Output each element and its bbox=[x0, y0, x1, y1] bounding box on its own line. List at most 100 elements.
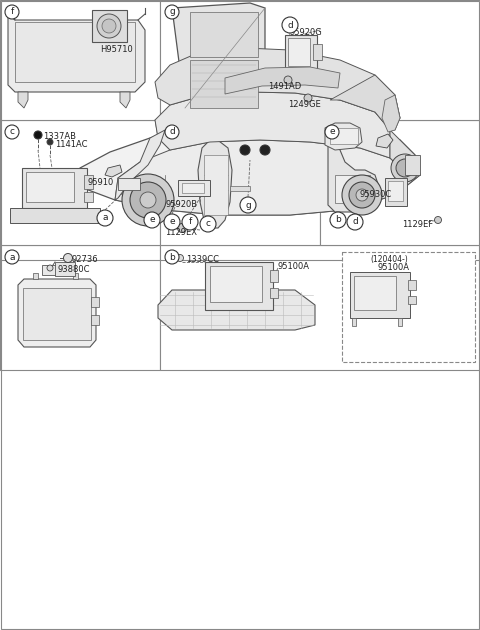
Text: 1129EF: 1129EF bbox=[402, 220, 433, 229]
Circle shape bbox=[356, 189, 368, 201]
Circle shape bbox=[140, 192, 156, 208]
Bar bbox=[320, 120, 480, 245]
Circle shape bbox=[391, 154, 419, 182]
Circle shape bbox=[164, 214, 180, 230]
Bar bbox=[350, 272, 410, 318]
Bar bbox=[91, 315, 99, 325]
Bar bbox=[22, 168, 87, 208]
Text: 93880C: 93880C bbox=[57, 265, 89, 274]
Bar bbox=[84, 192, 93, 202]
Bar bbox=[10, 208, 100, 223]
Circle shape bbox=[182, 214, 198, 230]
Circle shape bbox=[325, 125, 339, 139]
Bar bbox=[342, 252, 475, 362]
Bar bbox=[178, 180, 210, 196]
Bar bbox=[408, 280, 416, 290]
Circle shape bbox=[347, 214, 363, 230]
Bar bbox=[385, 178, 407, 206]
Text: 1249GE: 1249GE bbox=[288, 100, 321, 109]
Bar bbox=[205, 262, 273, 310]
Text: e: e bbox=[149, 215, 155, 224]
Circle shape bbox=[5, 125, 19, 139]
Circle shape bbox=[165, 5, 179, 19]
Text: b: b bbox=[335, 215, 341, 224]
Bar bbox=[0, 245, 160, 370]
Polygon shape bbox=[328, 142, 380, 212]
Polygon shape bbox=[18, 279, 96, 347]
Bar bbox=[270, 270, 278, 282]
Bar bbox=[313, 44, 322, 60]
Bar bbox=[118, 178, 140, 190]
Circle shape bbox=[165, 125, 179, 139]
Circle shape bbox=[260, 145, 270, 155]
Circle shape bbox=[282, 17, 298, 33]
Text: 95930C: 95930C bbox=[360, 190, 392, 199]
Bar bbox=[190, 60, 258, 108]
Circle shape bbox=[284, 76, 292, 84]
Bar bbox=[288, 38, 310, 66]
Text: f: f bbox=[188, 217, 192, 227]
Bar bbox=[388, 181, 403, 201]
Circle shape bbox=[5, 250, 19, 264]
Text: c: c bbox=[205, 219, 211, 229]
Bar bbox=[91, 297, 99, 307]
Text: d: d bbox=[169, 127, 175, 137]
Text: c: c bbox=[10, 127, 14, 137]
Text: 1141AC: 1141AC bbox=[55, 140, 87, 149]
Bar bbox=[210, 266, 262, 302]
Circle shape bbox=[130, 182, 166, 218]
Bar bbox=[335, 175, 370, 203]
Polygon shape bbox=[120, 92, 130, 108]
Polygon shape bbox=[158, 290, 315, 330]
Circle shape bbox=[165, 250, 179, 264]
Polygon shape bbox=[382, 95, 400, 132]
Polygon shape bbox=[352, 318, 356, 326]
Circle shape bbox=[178, 224, 187, 232]
Bar bbox=[285, 35, 317, 75]
Circle shape bbox=[396, 159, 414, 177]
Text: (120404-): (120404-) bbox=[370, 255, 408, 264]
Text: 1129EX: 1129EX bbox=[165, 228, 197, 237]
Text: d: d bbox=[287, 21, 293, 30]
Polygon shape bbox=[75, 120, 420, 215]
Text: 1337AB: 1337AB bbox=[43, 132, 76, 141]
Circle shape bbox=[342, 175, 382, 215]
Polygon shape bbox=[73, 273, 78, 279]
Text: 95100A: 95100A bbox=[378, 263, 410, 272]
Text: g: g bbox=[169, 8, 175, 16]
Bar bbox=[330, 128, 358, 144]
Text: g: g bbox=[245, 200, 251, 210]
Bar bbox=[182, 183, 204, 193]
Polygon shape bbox=[330, 100, 400, 158]
Circle shape bbox=[434, 217, 442, 224]
Text: f: f bbox=[11, 8, 13, 16]
Bar bbox=[26, 172, 74, 202]
Polygon shape bbox=[155, 48, 400, 130]
Circle shape bbox=[102, 19, 116, 33]
Polygon shape bbox=[398, 318, 402, 326]
Bar bbox=[92, 10, 127, 42]
Circle shape bbox=[122, 174, 174, 226]
Bar bbox=[405, 155, 420, 175]
Bar bbox=[15, 22, 135, 82]
Circle shape bbox=[349, 182, 375, 208]
Bar bbox=[408, 296, 416, 304]
Text: b: b bbox=[169, 253, 175, 261]
Circle shape bbox=[47, 265, 53, 271]
Polygon shape bbox=[115, 130, 165, 200]
Text: a: a bbox=[9, 253, 15, 261]
Text: H95710: H95710 bbox=[100, 45, 133, 54]
Circle shape bbox=[97, 210, 113, 226]
Bar bbox=[42, 265, 56, 275]
Bar bbox=[270, 288, 278, 298]
Circle shape bbox=[5, 5, 19, 19]
Text: 95100A: 95100A bbox=[278, 262, 310, 271]
Bar bbox=[160, 120, 320, 245]
Circle shape bbox=[330, 212, 346, 228]
Polygon shape bbox=[18, 92, 28, 108]
Text: 95910: 95910 bbox=[88, 178, 114, 187]
Bar bbox=[55, 262, 75, 276]
Polygon shape bbox=[390, 130, 420, 195]
Polygon shape bbox=[172, 3, 265, 115]
Polygon shape bbox=[330, 75, 400, 130]
